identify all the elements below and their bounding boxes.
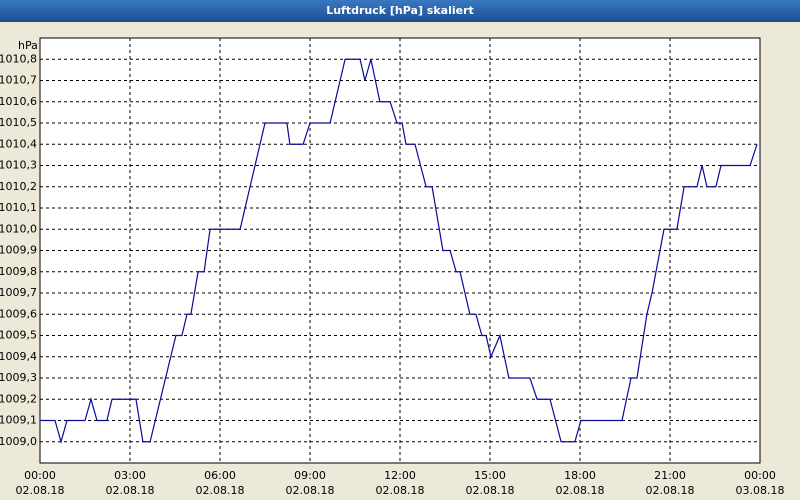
x-tick-label: 09:00 <box>294 469 326 482</box>
line-series <box>40 58 758 444</box>
y-tick-label: 1010,1 <box>0 201 37 214</box>
y-tick-label: 1010,0 <box>0 222 37 235</box>
x-tick-date: 02.08.18 <box>196 484 245 497</box>
y-tick-label: 1009,0 <box>0 435 37 448</box>
x-tick-label: 03:00 <box>114 469 146 482</box>
title-bar: Luftdruck [hPa] skaliert <box>0 0 800 22</box>
x-tick-date: 02.08.18 <box>16 484 65 497</box>
y-tick-label: 1010,8 <box>0 52 37 65</box>
x-tick-label: 12:00 <box>384 469 416 482</box>
y-tick-label: 1010,5 <box>0 116 37 129</box>
x-tick-label: 21:00 <box>654 469 686 482</box>
y-tick-label: 1010,6 <box>0 95 37 108</box>
x-tick-date: 03.08.18 <box>736 484 785 497</box>
x-tick-label: 15:00 <box>474 469 506 482</box>
x-tick-date: 02.08.18 <box>556 484 605 497</box>
y-axis-label: hPa <box>18 39 38 52</box>
y-tick-label: 1010,4 <box>0 137 37 150</box>
x-tick-date: 02.08.18 <box>646 484 695 497</box>
x-tick-date: 02.08.18 <box>376 484 425 497</box>
x-tick-date: 02.08.18 <box>466 484 515 497</box>
y-tick-label: 1009,5 <box>0 329 37 342</box>
x-tick-label: 18:00 <box>564 469 596 482</box>
y-tick-label: 1009,4 <box>0 350 37 363</box>
y-tick-label: 1010,2 <box>0 180 37 193</box>
y-tick-label: 1009,8 <box>0 265 37 278</box>
y-tick-label: 1009,1 <box>0 414 37 427</box>
y-tick-label: 1010,3 <box>0 159 37 172</box>
y-tick-label: 1009,9 <box>0 244 37 257</box>
x-tick-label: 00:00 <box>24 469 56 482</box>
y-tick-label: 1009,6 <box>0 307 37 320</box>
x-tick-label: 06:00 <box>204 469 236 482</box>
x-tick-label: 00:00 <box>744 469 776 482</box>
x-tick-date: 02.08.18 <box>286 484 335 497</box>
y-tick-label: 1010,7 <box>0 74 37 87</box>
y-tick-label: 1009,2 <box>0 392 37 405</box>
y-tick-label: 1009,3 <box>0 371 37 384</box>
x-tick-date: 02.08.18 <box>106 484 155 497</box>
y-tick-label: 1009,7 <box>0 286 37 299</box>
